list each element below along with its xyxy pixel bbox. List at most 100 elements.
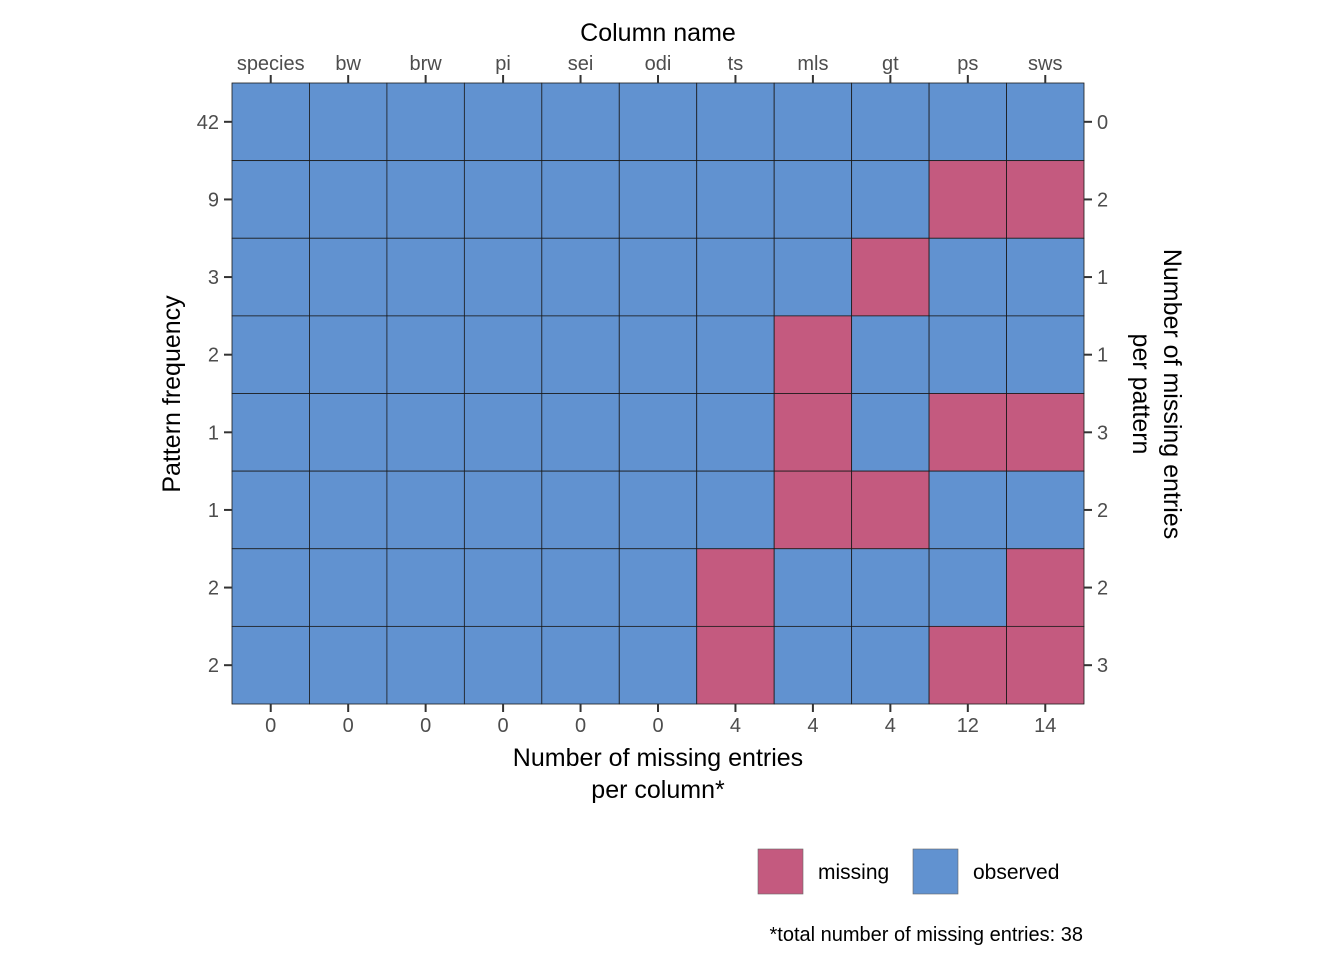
missing-per-column-label: 0 <box>575 715 586 737</box>
column-name-label: mls <box>797 53 828 75</box>
missing-per-column-label: 4 <box>730 715 741 737</box>
pattern-frequency-label: 42 <box>197 112 219 134</box>
pattern-frequency-label: 9 <box>208 189 219 211</box>
heatmap-cell <box>541 470 620 550</box>
heatmap-cell <box>618 625 698 705</box>
missing-per-column-label: 12 <box>957 715 979 737</box>
missing-per-column-label: 0 <box>420 715 431 737</box>
heatmap-cell <box>541 82 620 162</box>
heatmap-cell <box>309 393 388 472</box>
heatmap-cell <box>1006 160 1085 239</box>
bottom-axis-title-line1: Number of missing entries <box>513 744 803 772</box>
missing-per-column-label: 14 <box>1034 715 1056 737</box>
heatmap-cell <box>928 315 1007 394</box>
heatmap-cell <box>541 237 620 317</box>
heatmap-cell <box>851 393 930 472</box>
missing-per-column-label: 0 <box>652 715 663 737</box>
heatmap-cell <box>463 82 543 162</box>
column-name-label: sws <box>1028 53 1062 75</box>
heatmap-cell <box>463 393 543 472</box>
heatmap-cell <box>463 160 543 239</box>
legend-swatch-missing <box>757 848 804 895</box>
heatmap-cell <box>1006 315 1085 394</box>
heatmap-cell <box>386 470 465 550</box>
column-name-label: brw <box>410 53 443 75</box>
heatmap-cell <box>618 160 698 239</box>
top-axis-title: Column name <box>580 19 736 47</box>
column-name-label: ps <box>957 53 978 75</box>
heatmap-cell <box>386 315 465 394</box>
missing-per-pattern-label: 1 <box>1097 267 1108 289</box>
column-name-label: gt <box>882 53 899 75</box>
heatmap-cell <box>618 315 698 394</box>
heatmap-cell <box>1006 393 1085 472</box>
missing-per-column-label: 0 <box>265 715 276 737</box>
legend: missing observed <box>757 848 1059 895</box>
heatmap-cell <box>618 548 698 627</box>
missing-per-column-label: 0 <box>498 715 509 737</box>
missing-per-pattern-label: 2 <box>1097 578 1108 600</box>
heatmap-cell <box>773 237 853 317</box>
heatmap-cell <box>773 625 853 705</box>
heatmap-cell <box>773 315 853 394</box>
heatmap-cell <box>541 625 620 705</box>
heatmap-cell <box>1006 548 1085 627</box>
heatmap-cell <box>463 237 543 317</box>
heatmap-cell <box>696 160 775 239</box>
heatmap-cell <box>309 237 388 317</box>
heatmap-cell <box>696 393 775 472</box>
heatmap-cell <box>773 393 853 472</box>
heatmap-cell <box>1006 625 1085 705</box>
heatmap-cell <box>309 82 388 162</box>
heatmap-cell <box>231 625 310 705</box>
heatmap-cell <box>696 315 775 394</box>
heatmap-cell <box>1006 82 1085 162</box>
pattern-frequency-label: 2 <box>208 345 219 367</box>
heatmap-cell <box>928 548 1007 627</box>
heatmap-cell <box>386 625 465 705</box>
heatmap-cell <box>618 393 698 472</box>
heatmap-cells <box>231 82 1085 705</box>
pattern-frequency-label: 2 <box>208 655 219 677</box>
heatmap-cell <box>928 160 1007 239</box>
right-axis-title-line1: Number of missing entries <box>1158 249 1186 539</box>
column-name-label: ts <box>728 53 744 75</box>
heatmap-cell <box>541 160 620 239</box>
right-axis-title-line2: per pattern <box>1127 334 1155 455</box>
heatmap-cell <box>231 315 310 394</box>
heatmap-cell <box>309 470 388 550</box>
column-name-label: pi <box>495 53 511 75</box>
heatmap-cell <box>851 315 930 394</box>
heatmap-cell <box>773 82 853 162</box>
caption: *total number of missing entries: 38 <box>770 924 1084 946</box>
heatmap-cell <box>309 548 388 627</box>
heatmap-cell <box>1006 470 1085 550</box>
heatmap-cell <box>309 160 388 239</box>
missing-per-pattern-label: 3 <box>1097 655 1108 677</box>
column-name-label: species <box>237 53 305 75</box>
heatmap-cell <box>231 470 310 550</box>
missing-per-pattern-label: 1 <box>1097 345 1108 367</box>
pattern-frequency-label: 3 <box>208 267 219 289</box>
heatmap-cell <box>386 82 465 162</box>
heatmap-cell <box>618 470 698 550</box>
heatmap-cell <box>618 82 698 162</box>
heatmap-cell <box>851 82 930 162</box>
legend-swatch-observed <box>912 848 959 895</box>
column-name-label: odi <box>645 53 672 75</box>
heatmap-cell <box>696 237 775 317</box>
heatmap-cell <box>541 315 620 394</box>
heatmap-cell <box>696 82 775 162</box>
heatmap-cell <box>851 548 930 627</box>
heatmap-cell <box>541 548 620 627</box>
missing-per-pattern-label: 0 <box>1097 112 1108 134</box>
pattern-frequency-label: 1 <box>208 500 219 522</box>
heatmap-cell <box>773 470 853 550</box>
heatmap-cell <box>386 393 465 472</box>
heatmap-cell <box>463 315 543 394</box>
left-axis-title: Pattern frequency <box>158 295 186 493</box>
heatmap-cell <box>231 548 310 627</box>
missing-per-pattern-label: 2 <box>1097 500 1108 522</box>
heatmap-cell <box>928 393 1007 472</box>
heatmap-cell <box>463 625 543 705</box>
